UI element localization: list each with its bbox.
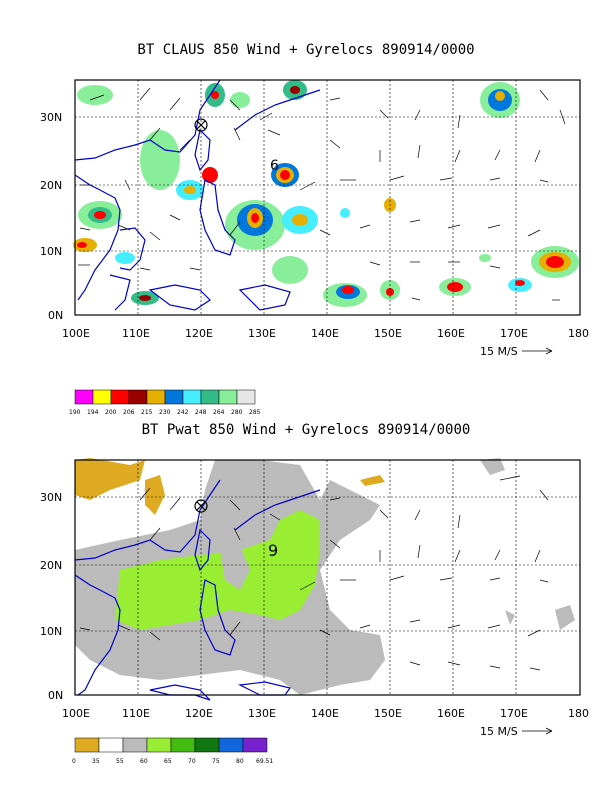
cloud-field (73, 80, 579, 307)
lon-label: 180 (568, 327, 589, 340)
svg-text:65: 65 (164, 758, 172, 765)
lon-label: 160E (437, 707, 465, 720)
lon-label: 150E (374, 707, 402, 720)
svg-text:190: 190 (69, 409, 81, 416)
lon-label: 120E (185, 327, 213, 340)
svg-text:80: 80 (236, 758, 244, 765)
lon-label: 100E (62, 327, 90, 340)
coastline (74, 79, 321, 311)
panel2-title: BT Pwat 850 Wind + Gyrelocs 890914/0000 (141, 422, 471, 438)
panel2-frame (74, 459, 581, 696)
svg-text:75: 75 (212, 758, 220, 765)
lon-label: 150E (374, 327, 402, 340)
svg-text:35: 35 (92, 758, 100, 765)
wind-vector-field (78, 87, 566, 301)
storm-symbol: 6 (270, 158, 279, 174)
lat-label: 0N (48, 689, 63, 702)
lat-label: 10N (40, 625, 62, 638)
gyre-location-marker (194, 118, 208, 132)
storm-symbol: 9 (268, 541, 278, 560)
lon-label: 100E (62, 707, 90, 720)
svg-text:242: 242 (177, 409, 189, 416)
svg-text:230: 230 (159, 409, 171, 416)
lon-label: 140E (311, 707, 339, 720)
lat-label: 20N (40, 559, 62, 572)
lon-label: 130E (248, 327, 276, 340)
lon-label: 170E (500, 327, 528, 340)
panel2-map: 9 30N 20N 10N 0N 100E 110E 120E 130E 140… (40, 458, 589, 765)
svg-text:248: 248 (195, 409, 207, 416)
reference-vector-label: 15 M/S (480, 345, 518, 358)
pwat-field (75, 458, 575, 695)
lon-label: 160E (437, 327, 465, 340)
svg-text:69.51: 69.51 (256, 758, 273, 765)
reference-vector-arrow (522, 347, 553, 355)
lon-label: 110E (122, 707, 150, 720)
lat-label: 30N (40, 491, 62, 504)
lat-label: 10N (40, 245, 62, 258)
svg-text:285: 285 (249, 409, 261, 416)
lon-label: 110E (122, 327, 150, 340)
panel2-legend-labels: 0 35 55 60 65 70 75 80 69.51 (72, 758, 273, 765)
svg-text:70: 70 (188, 758, 196, 765)
panel1-legend (74, 389, 256, 405)
lat-label: 20N (40, 179, 62, 192)
lon-label: 130E (248, 707, 276, 720)
panel1-title: BT CLAUS 850 Wind + Gyrelocs 890914/0000 (137, 42, 475, 58)
reference-vector-label: 15 M/S (480, 725, 518, 738)
panel1-legend-labels: 190 194 200 206 215 230 242 248 264 280 … (69, 409, 261, 416)
lon-label: 140E (311, 327, 339, 340)
svg-text:0: 0 (72, 758, 76, 765)
panel1-frame (74, 79, 581, 316)
lon-label: 120E (185, 707, 213, 720)
panel1-map: 6 30N 20N 10N 0N 100E 110E 120E 130E 140… (40, 79, 589, 405)
lon-label: 180 (568, 707, 589, 720)
svg-text:200: 200 (105, 409, 117, 416)
lat-label: 30N (40, 111, 62, 124)
svg-text:215: 215 (141, 409, 153, 416)
gyre-location-marker (194, 499, 208, 513)
svg-text:55: 55 (116, 758, 124, 765)
svg-text:206: 206 (123, 409, 135, 416)
reference-vector-arrow (522, 727, 553, 735)
svg-text:280: 280 (231, 409, 243, 416)
lat-label: 0N (48, 309, 63, 322)
panel2-legend (74, 737, 268, 753)
svg-text:264: 264 (213, 409, 225, 416)
lon-label: 170E (500, 707, 528, 720)
svg-text:194: 194 (87, 409, 99, 416)
svg-text:60: 60 (140, 758, 148, 765)
wind-vector-field (79, 475, 549, 671)
